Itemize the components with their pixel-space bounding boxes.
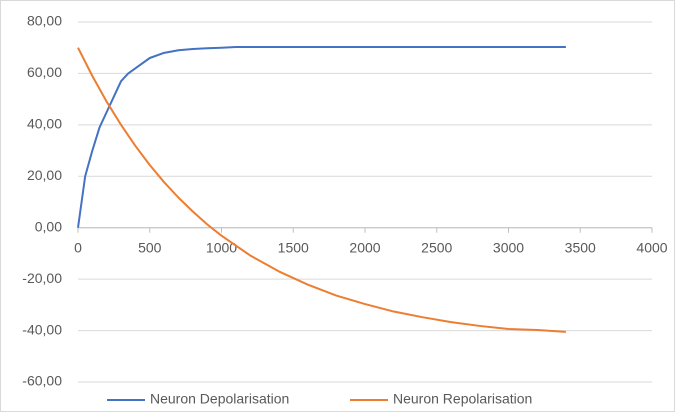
line-series (77, 45, 566, 228)
y-tick-label: 20,00 (27, 167, 62, 183)
y-tick-label: 80,00 (27, 13, 62, 29)
legend-label: Neuron Repolarisation (393, 391, 532, 407)
y-tick-label: -60,00 (22, 373, 62, 389)
x-tick-label: 3500 (565, 239, 596, 255)
y-tick-label: 60,00 (27, 64, 62, 80)
x-tick-label: 1000 (206, 239, 237, 255)
x-tick-label: 0 (74, 239, 82, 255)
x-tick-label: 500 (138, 239, 162, 255)
x-tick-label: 2500 (421, 239, 452, 255)
y-tick-label: -40,00 (22, 321, 62, 337)
y-tick-label: 0,00 (35, 218, 62, 234)
x-tick-label: 3000 (493, 239, 524, 255)
x-tick-label: 1500 (278, 239, 309, 255)
x-tick-label: 4000 (636, 239, 667, 255)
legend-label: Neuron Depolarisation (150, 391, 289, 407)
line-series (77, 47, 566, 333)
y-tick-label: -20,00 (22, 270, 62, 286)
y-tick-label: 40,00 (27, 116, 62, 132)
x-tick-label: 2000 (349, 239, 380, 255)
